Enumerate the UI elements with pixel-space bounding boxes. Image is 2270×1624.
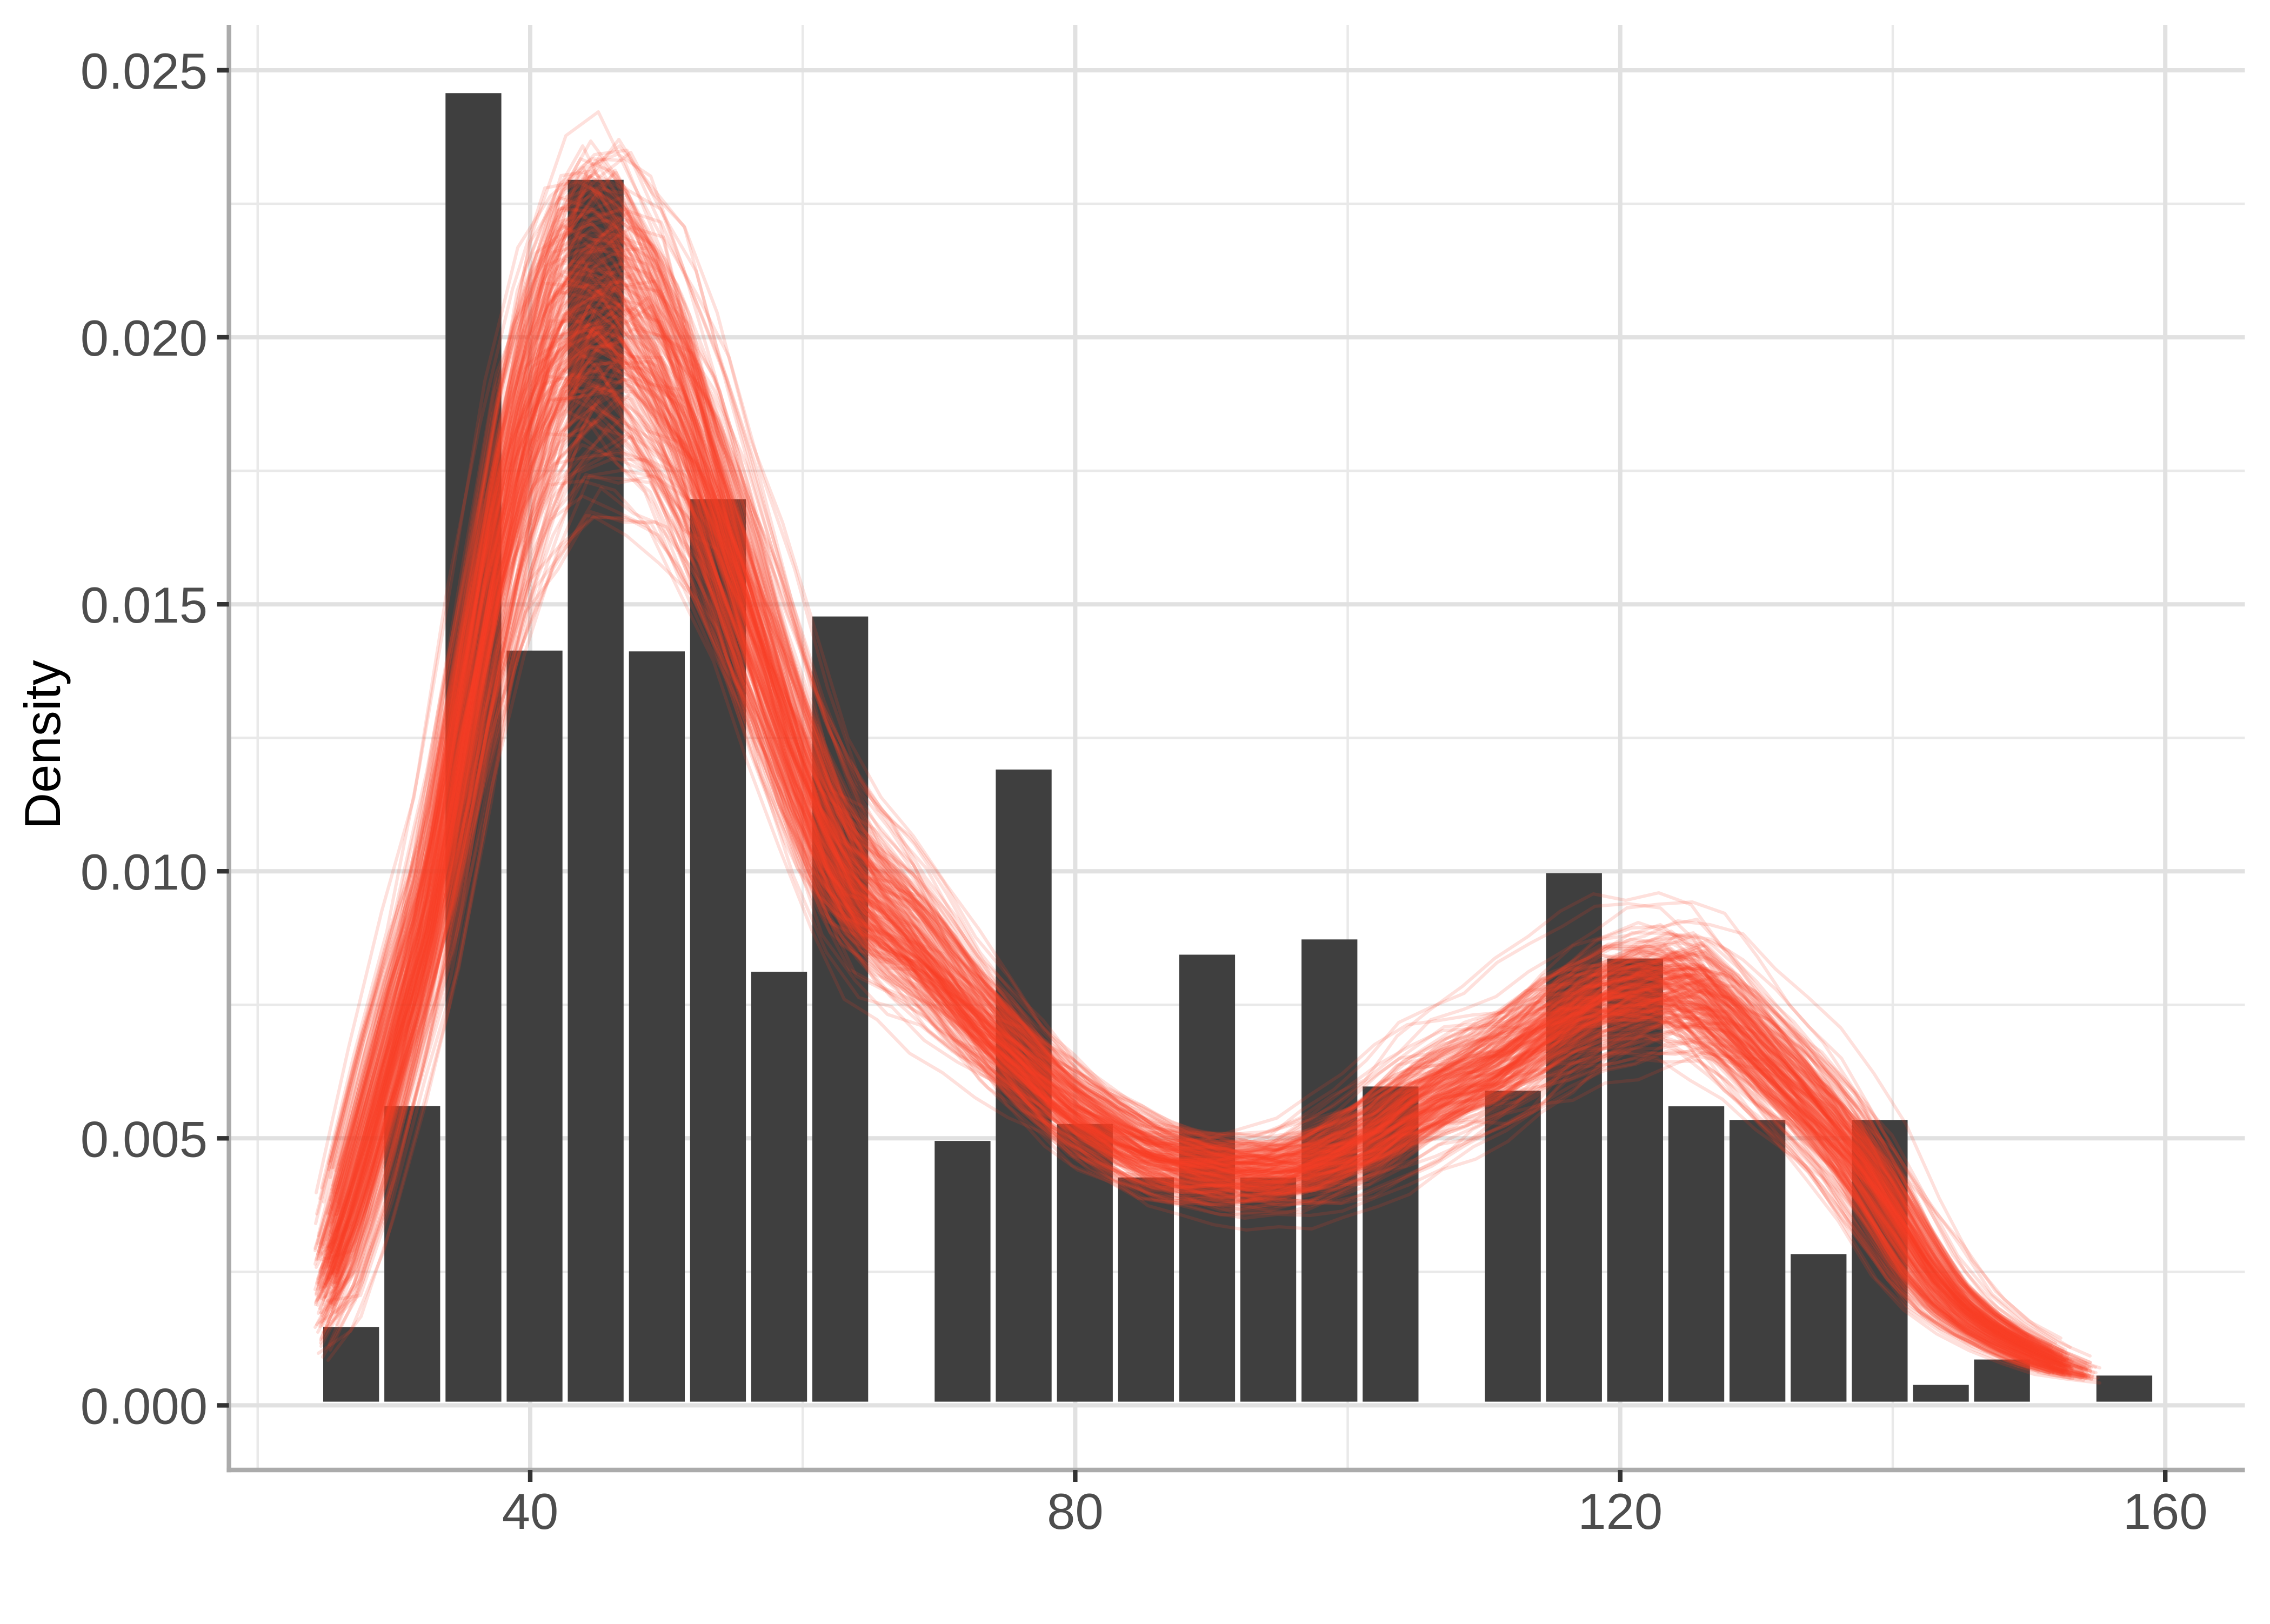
svg-text:160: 160 <box>2123 1483 2208 1540</box>
svg-text:0.015: 0.015 <box>81 577 208 633</box>
svg-text:Density: Density <box>14 660 71 829</box>
svg-text:0.000: 0.000 <box>81 1378 208 1434</box>
svg-text:0.020: 0.020 <box>81 310 208 366</box>
svg-text:120: 120 <box>1578 1483 1663 1540</box>
svg-text:40: 40 <box>502 1483 559 1540</box>
svg-text:80: 80 <box>1047 1483 1104 1540</box>
svg-text:0.025: 0.025 <box>81 43 208 99</box>
svg-text:0.010: 0.010 <box>81 844 208 900</box>
svg-text:0.005: 0.005 <box>81 1111 208 1167</box>
